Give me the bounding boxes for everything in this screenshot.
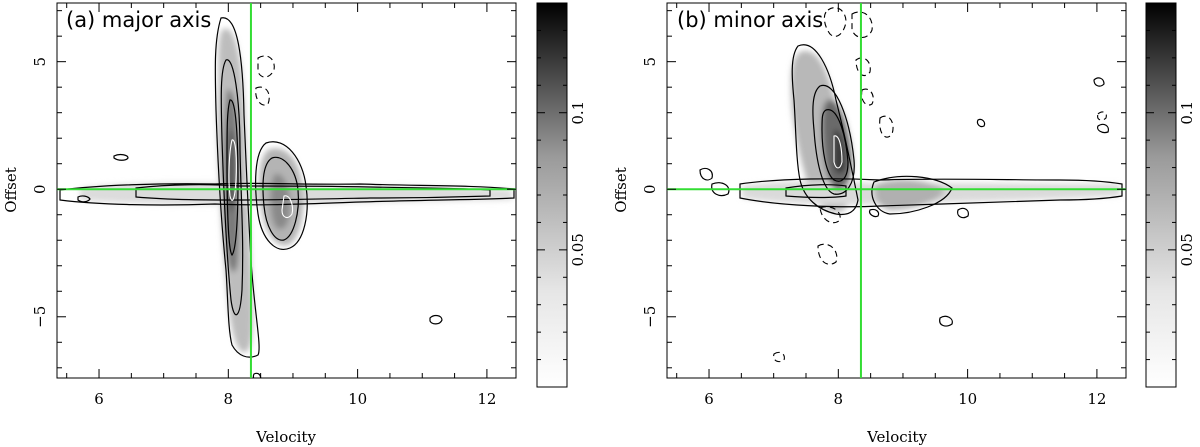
panel-a-reference-lines bbox=[57, 3, 516, 378]
x-tick-label: 12 bbox=[1087, 390, 1106, 408]
colorbar-b-gradient bbox=[1145, 2, 1177, 388]
panel-b-ylabel: Offset bbox=[612, 167, 630, 213]
colorbar-b: 0.05 0.1 bbox=[1145, 2, 1196, 388]
panel-a-xlabel: Velocity bbox=[255, 428, 316, 446]
x-tick-label: 8 bbox=[224, 390, 234, 408]
panel-a-ticks: 6 8 10 12 −5 0 5 bbox=[31, 3, 516, 408]
colorbar-tick-label: 0.05 bbox=[1178, 233, 1196, 266]
x-tick-label: 12 bbox=[477, 390, 496, 408]
panel-a-frame bbox=[56, 2, 517, 379]
colorbar-b-ticks: 0.05 0.1 bbox=[1146, 2, 1196, 361]
panel-b-reference-lines bbox=[667, 3, 1126, 378]
panel-b-xlabel: Velocity bbox=[866, 428, 927, 446]
y-tick-label: 5 bbox=[31, 57, 49, 67]
panel-a-image bbox=[59, 17, 515, 378]
colorbar-tick-label: 0.05 bbox=[569, 233, 587, 266]
x-tick-label: 10 bbox=[348, 390, 367, 408]
panel-a: 6 8 10 12 −5 0 5 (a) major axis Velocity Offse… bbox=[2, 2, 517, 446]
colorbar-a: 0.05 0.1 bbox=[536, 2, 587, 388]
panel-b-frame bbox=[666, 2, 1127, 379]
y-tick-label: −5 bbox=[31, 306, 49, 328]
x-tick-label: 6 bbox=[704, 390, 714, 408]
panel-b-ticks: 6 8 10 12 −5 0 5 bbox=[641, 3, 1126, 408]
panel-a-ylabel: Offset bbox=[2, 167, 20, 213]
colorbar-a-gradient bbox=[536, 2, 568, 388]
y-tick-label: 0 bbox=[641, 184, 659, 194]
panel-a-label: (a) major axis bbox=[66, 8, 211, 32]
y-tick-label: 0 bbox=[31, 184, 49, 194]
panel-b: 6 8 10 12 −5 0 5 (b) minor axis Velocity Offse… bbox=[612, 2, 1127, 446]
x-tick-label: 10 bbox=[958, 390, 977, 408]
panel-b-label: (b) minor axis bbox=[677, 8, 823, 32]
colorbar-tick-label: 0.1 bbox=[569, 101, 587, 125]
colorbar-a-ticks: 0.05 0.1 bbox=[537, 2, 587, 361]
x-tick-label: 8 bbox=[834, 390, 844, 408]
x-tick-label: 6 bbox=[94, 390, 104, 408]
colorbar-tick-label: 0.1 bbox=[1178, 101, 1196, 125]
y-tick-label: 5 bbox=[641, 57, 659, 67]
panel-b-image bbox=[699, 7, 1123, 363]
y-tick-label: −5 bbox=[641, 306, 659, 328]
